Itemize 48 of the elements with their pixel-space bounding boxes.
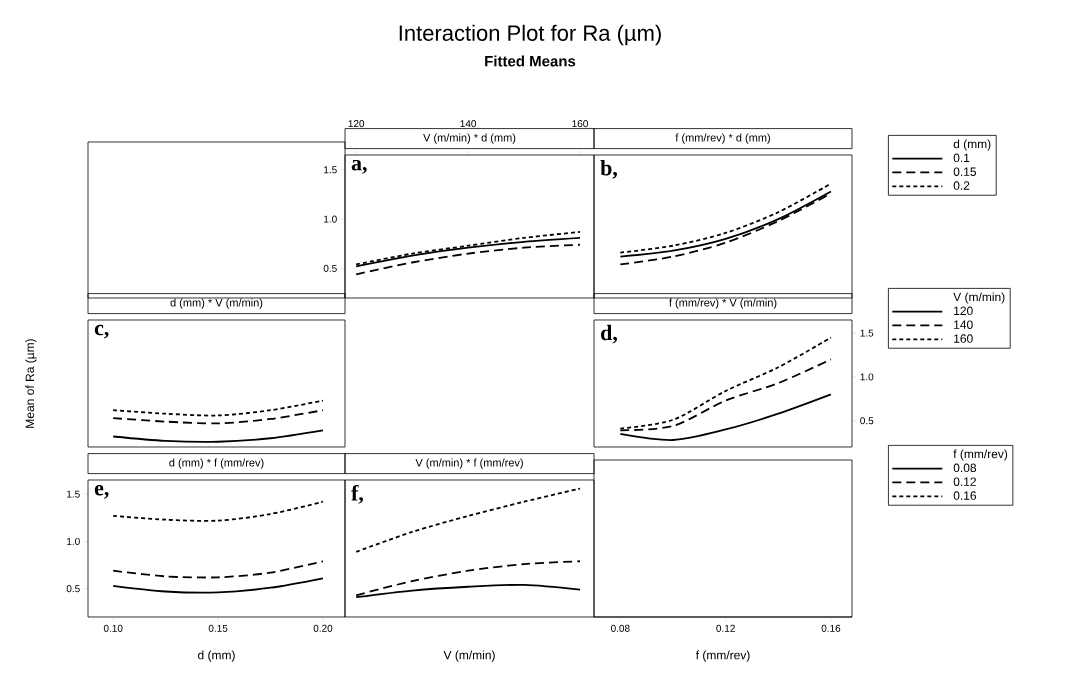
legend-label: 0.08	[953, 463, 977, 473]
annotation: e,	[94, 484, 109, 499]
legend-label: 120	[954, 306, 973, 316]
legend-label: 0.12	[953, 477, 976, 486]
x-tick-label: 160	[572, 120, 588, 128]
x-tick-label: 120	[348, 120, 365, 128]
y-tick-label: 1.0	[324, 215, 337, 223]
x-tick-label: 0.16	[821, 624, 841, 632]
y2-tick-label: 1.5	[860, 329, 874, 337]
chart-title: V (m/min) * d (mm)	[423, 133, 516, 144]
legend-title: V (m/min)	[953, 292, 1005, 304]
chart-title: d (mm) * V (m/min)	[170, 298, 263, 309]
annotation: d,	[601, 324, 618, 344]
y-tick-label: 1.5	[324, 166, 337, 174]
y2-tick-label: 0.5	[860, 417, 874, 425]
annotation: c,	[94, 324, 109, 339]
chart-title: f (mm/rev) * V (m/min)	[669, 298, 777, 309]
legend-label: 0.15	[953, 167, 977, 176]
chart-title: f (mm/rev) * d (mm)	[675, 133, 770, 144]
legend-title: f (mm/rev)	[953, 449, 1008, 461]
legend-label: 140	[954, 320, 973, 329]
x-axis-title: f (mm/rev)	[695, 650, 750, 662]
y2-tick-label: 1.0	[860, 373, 874, 381]
chart-title: V (m/min) * f (mm/rev)	[415, 458, 523, 469]
annotation: b,	[600, 159, 618, 179]
y-axis-title: Mean of Ra (µm)	[25, 339, 37, 428]
legend-label: 0.1	[953, 153, 970, 163]
x-tick-label: 140	[460, 120, 477, 128]
x-tick-label: 0.15	[208, 624, 228, 632]
legend-label: 0.2	[953, 181, 970, 190]
text: Interaction Plot for Ra (µm)	[399, 24, 661, 46]
legend-label: 0.16	[953, 491, 977, 500]
y-tick-label: 1.5	[67, 490, 80, 498]
x-axis-title: V (m/min)	[443, 650, 495, 662]
x-axis-title: d (mm)	[198, 650, 235, 662]
legend-label: 160	[954, 334, 973, 343]
x-tick-label: 0.12	[716, 624, 735, 632]
annotation: f,	[351, 484, 364, 504]
x-tick-label: 0.08	[611, 624, 630, 632]
chart-title: d (mm) * f (mm/rev)	[169, 458, 264, 469]
x-tick-label: 0.10	[103, 624, 123, 632]
y-tick-label: 1.0	[67, 537, 80, 545]
text: Fitted Means	[485, 55, 576, 67]
y-tick-label: 0.5	[66, 585, 80, 593]
y-tick-label: 0.5	[323, 264, 337, 272]
x-tick-label: 0.20	[313, 624, 333, 632]
annotation: a,	[351, 159, 367, 174]
legend-title: d (mm)	[953, 139, 991, 151]
